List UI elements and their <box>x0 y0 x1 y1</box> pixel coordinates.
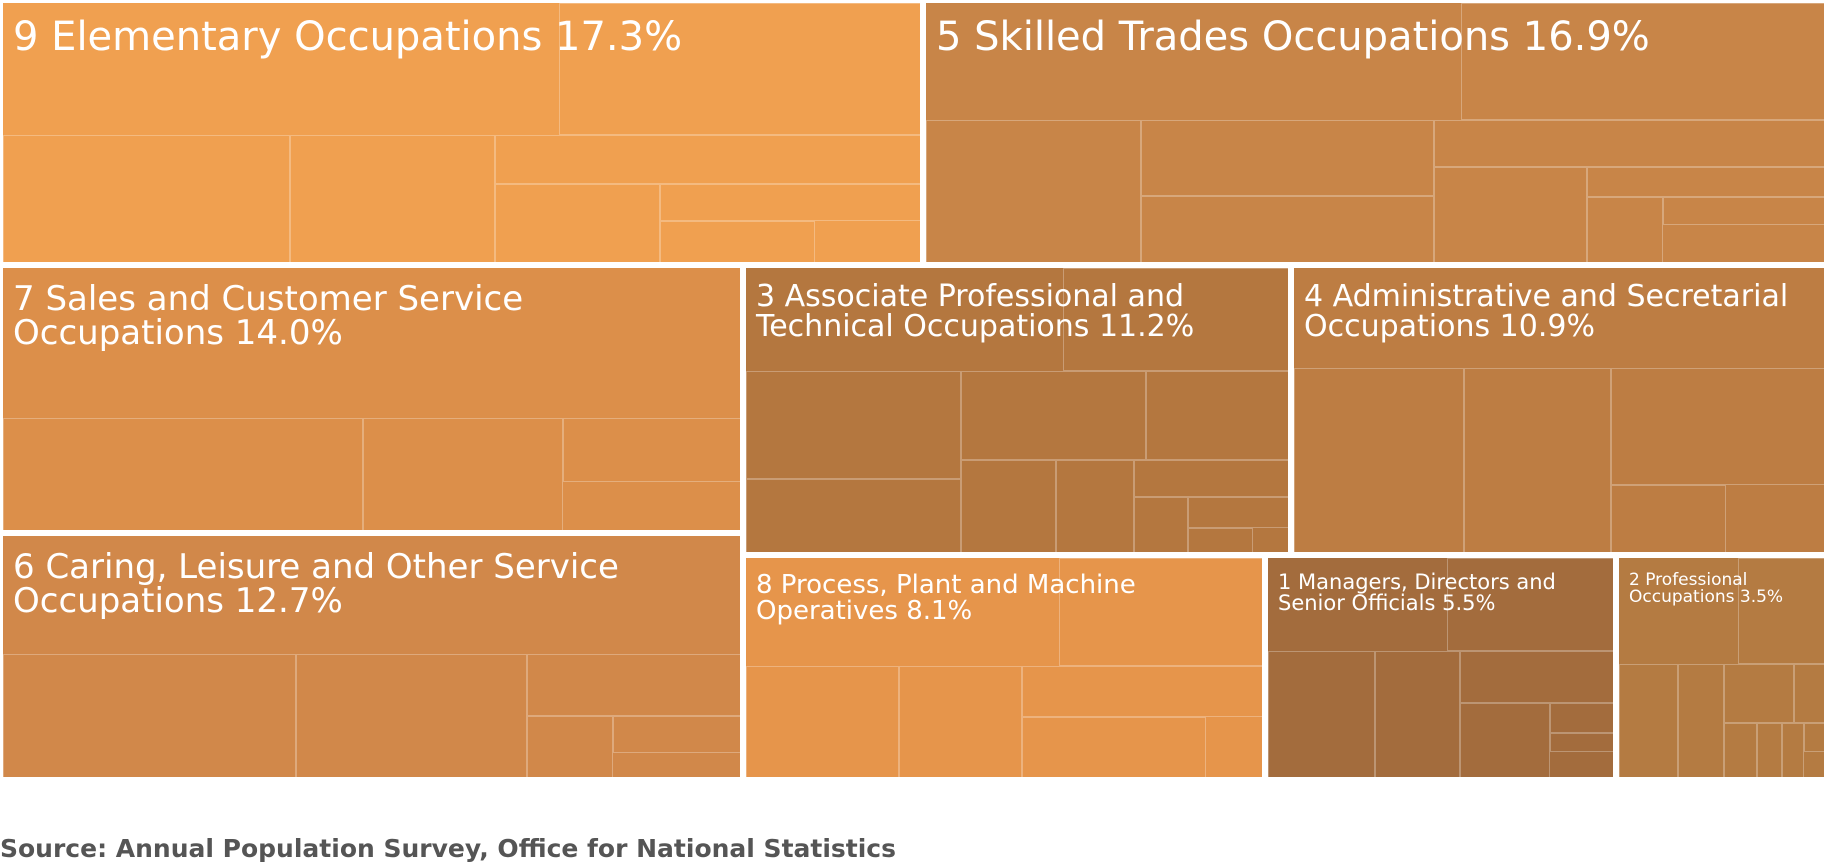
tile-sales-customer-service-occupations[interactable]: 7 Sales and Customer Service Occupations… <box>0 265 743 533</box>
sub-tile <box>1188 497 1288 528</box>
sub-tile <box>1460 651 1613 703</box>
sub-tile <box>1550 733 1613 752</box>
sub-tile <box>1663 197 1824 225</box>
tile-label: 6 Caring, Leisure and Other Service Occu… <box>13 547 619 621</box>
sub-tile <box>926 120 1141 262</box>
sub-tile <box>1782 723 1804 777</box>
sub-tile <box>296 654 527 777</box>
sub-tile <box>1447 558 1613 651</box>
sub-tile <box>1619 664 1678 777</box>
sub-tile <box>1063 268 1288 371</box>
sub-tile <box>1757 723 1782 777</box>
tile-label: 2 Professional Occupations 3.5% <box>1629 570 1784 607</box>
sub-tile <box>746 479 961 552</box>
sub-tile <box>961 371 1146 460</box>
tile-caring-leisure-service-occupations[interactable]: 6 Caring, Leisure and Other Service Occu… <box>0 533 743 780</box>
tile-label: 1 Managers, Directors and Senior Officia… <box>1278 570 1556 615</box>
sub-tile <box>1611 368 1824 485</box>
sub-tile <box>1550 703 1613 733</box>
sub-tile <box>290 135 495 262</box>
sub-tile <box>1294 368 1464 552</box>
tile-process-plant-machine-operatives[interactable]: 8 Process, Plant and Machine Operatives … <box>743 555 1265 780</box>
sub-tile <box>1724 664 1794 723</box>
tile-label: 8 Process, Plant and Machine Operatives … <box>756 570 1136 626</box>
sub-tile <box>1738 558 1824 664</box>
sub-tile <box>1794 664 1824 723</box>
treemap: 9 Elementary Occupations 17.3% 5 Skilled… <box>0 0 1827 780</box>
sub-tile <box>746 666 899 777</box>
sub-tile <box>1464 368 1611 552</box>
tile-skilled-trades-occupations[interactable]: 5 Skilled Trades Occupations 16.9% <box>923 0 1827 265</box>
sub-tile <box>1724 723 1757 777</box>
sub-tile <box>899 666 1022 777</box>
sub-tile <box>1141 196 1434 262</box>
sub-tile <box>1268 651 1375 777</box>
sub-tile <box>1134 460 1288 497</box>
sub-tile <box>495 135 920 184</box>
sub-tile <box>3 418 363 530</box>
sub-tile <box>527 654 740 716</box>
sub-tile <box>495 184 660 262</box>
sub-tile <box>613 716 740 753</box>
sub-tile <box>1022 717 1206 777</box>
sub-tile <box>559 3 920 135</box>
sub-tile <box>1460 703 1550 777</box>
sub-tile <box>746 371 961 479</box>
sub-tile <box>1134 497 1188 552</box>
sub-tile <box>660 184 920 221</box>
sub-tile <box>563 418 740 482</box>
sub-tile <box>527 716 613 777</box>
sub-tile <box>1678 664 1724 777</box>
sub-tile <box>1056 460 1134 552</box>
tile-associate-professional-technical-occupations[interactable]: 3 Associate Professional and Technical O… <box>743 265 1291 555</box>
tile-label: 7 Sales and Customer Service Occupations… <box>13 279 524 353</box>
sub-tile <box>363 418 563 530</box>
sub-tile <box>961 460 1056 552</box>
sub-tile <box>1146 371 1288 460</box>
tile-elementary-occupations[interactable]: 9 Elementary Occupations 17.3% <box>0 0 923 265</box>
tile-label: 4 Administrative and Secretarial Occupat… <box>1304 279 1789 344</box>
tile-professional-occupations[interactable]: 2 Professional Occupations 3.5% <box>1616 555 1827 780</box>
tile-administrative-secretarial-occupations[interactable]: 4 Administrative and Secretarial Occupat… <box>1291 265 1827 555</box>
sub-tile <box>1188 528 1253 552</box>
tile-label: 9 Elementary Occupations 17.3% <box>13 14 683 60</box>
sub-tile <box>660 221 815 262</box>
sub-tile <box>1587 167 1824 197</box>
sub-tile <box>1434 167 1587 262</box>
sub-tile <box>1022 666 1262 717</box>
sub-tile <box>3 654 296 777</box>
sub-tile <box>3 135 290 262</box>
tile-label: 5 Skilled Trades Occupations 16.9% <box>936 14 1650 60</box>
sub-tile <box>1434 120 1824 167</box>
tile-managers-directors-senior-officials[interactable]: 1 Managers, Directors and Senior Officia… <box>1265 555 1616 780</box>
sub-tile <box>1059 558 1262 666</box>
sub-tile <box>1611 485 1726 552</box>
source-note: Source: Annual Population Survey, Office… <box>0 834 897 863</box>
sub-tile <box>1804 723 1824 752</box>
tile-label: 3 Associate Professional and Technical O… <box>756 279 1195 344</box>
sub-tile <box>1587 197 1663 262</box>
sub-tile <box>1375 651 1460 777</box>
sub-tile <box>1461 3 1824 120</box>
sub-tile <box>1141 120 1434 196</box>
